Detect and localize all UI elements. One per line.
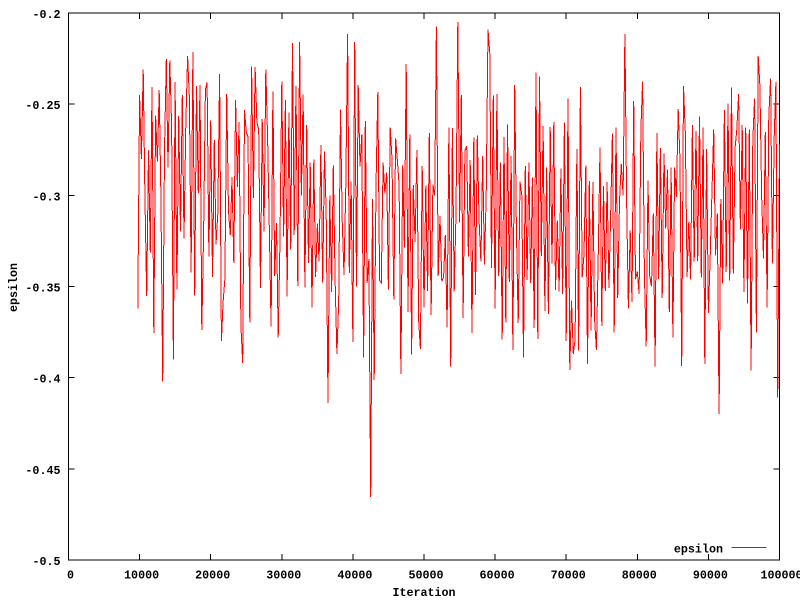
svg-text:20000: 20000 <box>195 569 230 583</box>
svg-text:0: 0 <box>67 569 74 583</box>
svg-text:-0.3: -0.3 <box>32 190 60 204</box>
svg-text:epsilon: epsilon <box>674 542 723 556</box>
svg-text:50000: 50000 <box>408 569 443 583</box>
svg-text:-0.35: -0.35 <box>25 282 60 296</box>
svg-text:10000: 10000 <box>124 569 159 583</box>
svg-text:-0.4: -0.4 <box>32 373 60 387</box>
svg-text:80000: 80000 <box>622 569 657 583</box>
svg-text:epsilon: epsilon <box>7 263 21 312</box>
svg-text:60000: 60000 <box>480 569 515 583</box>
svg-text:Iteration: Iteration <box>392 586 455 600</box>
svg-text:70000: 70000 <box>551 569 586 583</box>
svg-text:-0.5: -0.5 <box>32 555 60 569</box>
svg-text:-0.45: -0.45 <box>25 464 60 478</box>
svg-text:40000: 40000 <box>337 569 372 583</box>
svg-text:90000: 90000 <box>693 569 728 583</box>
svg-text:100000: 100000 <box>760 569 800 583</box>
svg-text:-0.25: -0.25 <box>25 99 60 113</box>
svg-text:-0.2: -0.2 <box>32 8 60 22</box>
svg-text:30000: 30000 <box>266 569 301 583</box>
